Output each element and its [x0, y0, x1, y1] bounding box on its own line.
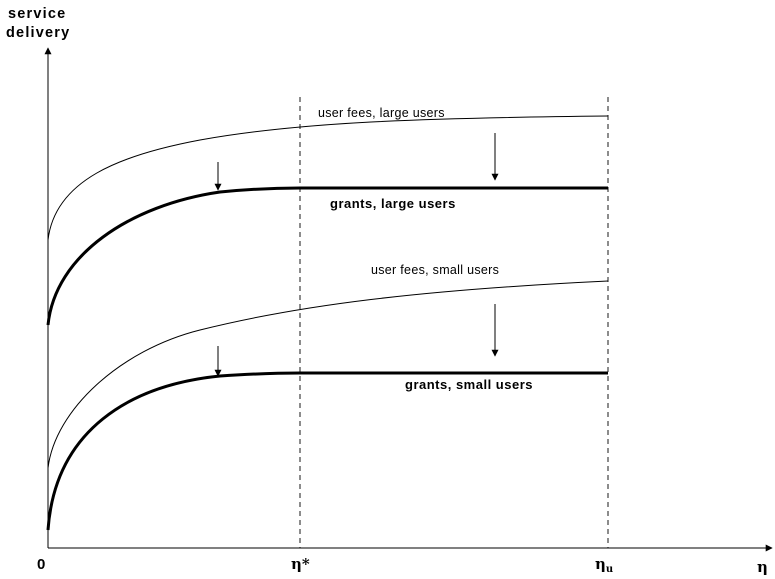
y-axis-label-line1: service — [8, 6, 66, 22]
x-axis-label: η — [757, 558, 768, 576]
user-fees-small-label: user fees, small users — [371, 263, 499, 277]
grants-small-curve — [46, 371, 608, 531]
user-fees-large-curve — [47, 115, 609, 241]
eta-u-label: ηu — [595, 555, 613, 575]
eta-u-subscript: u — [606, 564, 613, 575]
eta-star-label: η* — [291, 555, 310, 573]
origin-label: 0 — [37, 556, 45, 573]
user-fees-large-label: user fees, large users — [318, 106, 445, 120]
grants-large-label: grants, large users — [330, 196, 456, 211]
y-axis-label-line2: delivery — [6, 25, 70, 41]
grants-large-curve — [46, 186, 608, 326]
eta-u-base: η — [595, 555, 606, 573]
grants-small-label: grants, small users — [405, 377, 533, 392]
user-fees-small-curve — [47, 280, 609, 469]
